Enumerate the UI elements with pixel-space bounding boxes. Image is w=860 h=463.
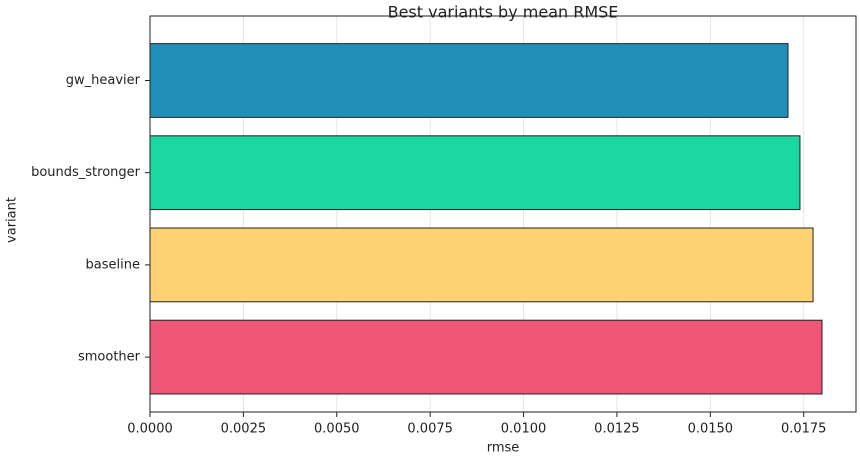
x-tick-label: 0.0050	[314, 422, 360, 437]
y-axis-label: variant	[5, 197, 20, 243]
x-tick-label: 0.0100	[501, 422, 547, 437]
x-tick-label: 0.0150	[688, 422, 734, 437]
y-tick-label: smoother	[78, 350, 141, 365]
bar	[149, 135, 801, 211]
x-tick-label: 0.0025	[221, 422, 267, 437]
y-tick-label: gw_heavier	[66, 73, 141, 88]
chart-title: Best variants by mean RMSE	[388, 3, 619, 22]
bar	[149, 43, 789, 118]
x-tick-label: 0.0175	[781, 422, 827, 437]
x-tick-label: 0.0075	[407, 422, 453, 437]
y-tick-label: baseline	[86, 257, 140, 272]
y-tick-label: bounds_stronger	[31, 165, 141, 180]
x-tick-label: 0.0125	[594, 422, 640, 437]
plot-frame	[149, 15, 857, 413]
x-tick-label: 0.0000	[127, 422, 173, 437]
bar	[149, 319, 823, 395]
bar	[149, 227, 814, 303]
x-axis-label: rmse	[487, 441, 520, 456]
